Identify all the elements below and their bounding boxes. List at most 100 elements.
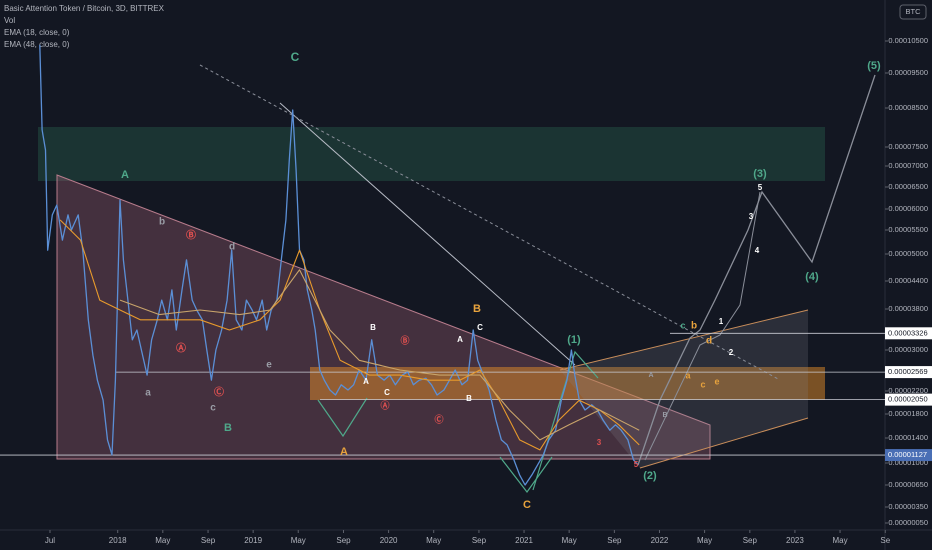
annotation: e: [714, 376, 719, 386]
legend-entry: EMA (18, close, 0): [4, 28, 70, 37]
y-tick-label: 0.00008500: [888, 103, 928, 112]
dashed-trend-line: [199, 64, 781, 381]
y-tick-label: 0.00005000: [888, 249, 928, 258]
annotation: Ⓑ: [400, 334, 409, 345]
price-label: 0.00001127: [888, 450, 927, 459]
y-tick-label: 0.00007500: [888, 142, 928, 151]
price-line-series: [39, 44, 639, 486]
y-tick-label: 0.00003800: [888, 304, 928, 313]
currency-label: BTC: [906, 7, 922, 16]
y-tick-label: 0.00007000: [888, 161, 928, 170]
annotation: b: [159, 217, 165, 228]
x-tick-label: 2018: [109, 536, 127, 545]
price-label-box: [885, 449, 932, 462]
annotation: a: [145, 388, 151, 399]
y-tick-label: 0.00000650: [888, 480, 928, 489]
annotation: 4: [755, 246, 760, 255]
annotation: A: [648, 372, 653, 379]
annotation: B: [370, 323, 376, 332]
y-tick-label: 0.00001800: [888, 409, 928, 418]
x-tick-label: 2020: [380, 536, 398, 545]
annotation: B: [473, 303, 481, 315]
x-tick-label: 2022: [651, 536, 669, 545]
annotation: (1): [567, 334, 581, 346]
annotation: B: [224, 422, 232, 434]
x-tick-label: May: [562, 536, 577, 545]
annotation: A: [340, 446, 348, 458]
drawings: [38, 4, 927, 494]
y-tick-label: 0.00001400: [888, 433, 928, 442]
annotation: C: [384, 388, 390, 397]
annotation: Ⓒ: [214, 386, 224, 399]
y-tick-label: 0.00006500: [888, 182, 928, 191]
x-tick-label: Se: [880, 536, 890, 545]
annotation: e: [266, 360, 272, 371]
annotation: Ⓑ: [186, 229, 196, 242]
annotation: A: [121, 169, 129, 181]
annotation: A: [363, 377, 369, 386]
annotation: 1: [719, 317, 724, 326]
y-tick-label: 0.00004400: [888, 276, 928, 285]
price-label: 0.00003326: [888, 328, 928, 337]
annotation: d: [706, 336, 712, 347]
x-tick-label: May: [832, 536, 847, 545]
annotation: d: [229, 242, 235, 253]
annotation: a: [685, 370, 691, 380]
wave-path: [317, 397, 368, 438]
annotation: B: [662, 412, 667, 419]
y-tick-label: 0.00009500: [888, 68, 928, 77]
currency-badge: [899, 4, 927, 20]
x-tick-label: Sep: [201, 536, 216, 545]
y-tick-label: 0.00000350: [888, 502, 928, 511]
annotation: C: [523, 499, 531, 511]
price-label-box: [885, 393, 932, 406]
annotation: c: [680, 320, 685, 330]
ema-line: [59, 219, 640, 451]
y-tick-label: 0.00005500: [888, 225, 928, 234]
annotation: A: [457, 335, 463, 344]
x-tick-label: Sep: [607, 536, 622, 545]
x-tick-label: 2021: [515, 536, 533, 545]
annotation: b: [691, 321, 697, 332]
trend-line: [279, 102, 576, 366]
x-tick-label: Jul: [45, 536, 55, 545]
x-tick-label: Sep: [472, 536, 487, 545]
projection-path: [637, 74, 876, 466]
wave-path: [499, 456, 553, 494]
volume-label: Vol: [4, 16, 15, 25]
x-tick-label: May: [155, 536, 170, 545]
annotation: C: [291, 50, 300, 64]
supply-zone: [38, 127, 825, 181]
annotation: (4): [805, 271, 819, 283]
x-tick-label: Sep: [336, 536, 351, 545]
annotation: 3: [597, 438, 602, 447]
annotation: C: [477, 323, 483, 332]
annotation: 5: [758, 183, 763, 192]
y-tick-label: 0.00006000: [888, 204, 928, 213]
annotation: 5: [634, 460, 639, 469]
x-tick-label: May: [426, 536, 441, 545]
channel-top: [559, 309, 809, 371]
y-tick-label: 0.00010500: [888, 36, 928, 45]
x-tick-label: May: [291, 536, 306, 545]
annotation: Ⓐ: [176, 342, 186, 355]
price-label: 0.00002569: [888, 367, 928, 376]
annotation: 3: [749, 212, 754, 221]
projection-path: [644, 191, 761, 461]
annotation: (2): [643, 470, 657, 482]
annotation: B: [466, 394, 472, 403]
legend-entry: EMA (48, close, 0): [4, 40, 70, 49]
y-tick-label: 0.00003000: [888, 345, 928, 354]
chart-title: Basic Attention Token / Bitcoin, 3D, BIT…: [4, 4, 165, 13]
price-label-box: [885, 327, 932, 340]
price-label: 0.00002050: [888, 395, 928, 404]
annotation: Ⓒ: [434, 413, 443, 424]
x-tick-label: 2019: [244, 536, 262, 545]
annotation: Ⓐ: [380, 399, 389, 410]
price-label-box: [885, 366, 932, 379]
x-tick-label: May: [697, 536, 712, 545]
channel-bottom: [639, 417, 809, 469]
annotation: (5): [867, 60, 881, 72]
